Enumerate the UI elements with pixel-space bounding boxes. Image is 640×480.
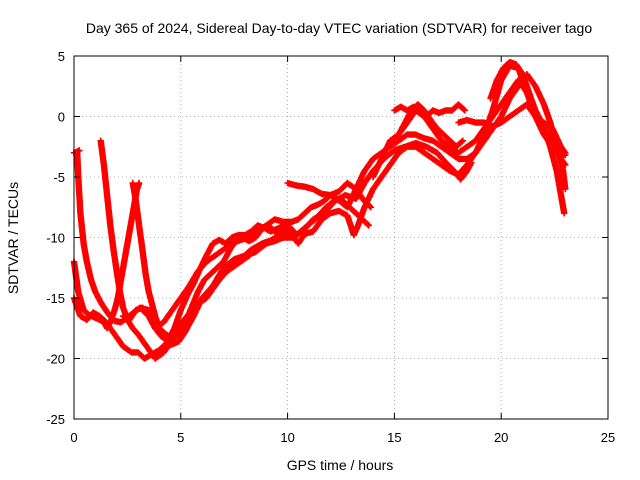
x-tick-label: 5: [177, 430, 184, 445]
y-tick-label: -25: [46, 412, 65, 427]
series-arc-14: [487, 58, 569, 169]
series-arc-12: [391, 101, 469, 120]
x-tick-label: 10: [280, 430, 294, 445]
y-axis-label: SDTVAR / TECUs: [5, 182, 21, 294]
series-arc-3: [71, 147, 83, 156]
data-point-markers: [71, 147, 83, 156]
x-tick-label: 0: [70, 430, 77, 445]
y-tick-label: -20: [46, 352, 65, 367]
data-point-markers: [391, 101, 469, 120]
x-tick-label: 25: [601, 430, 615, 445]
data-series: [70, 58, 569, 362]
series-arc-6: [129, 179, 298, 342]
y-tick-label: -15: [46, 291, 65, 306]
data-point-markers: [139, 191, 372, 332]
x-tick-label: 15: [387, 430, 401, 445]
y-tick-label: -5: [53, 170, 65, 185]
y-tick-label: 5: [58, 49, 65, 64]
data-point-markers: [395, 101, 466, 150]
x-axis-label: GPS time / hours: [287, 457, 394, 473]
data-point-markers: [487, 58, 569, 169]
data-point-markers: [284, 179, 375, 211]
axis-ticks: 0 5 10 15 20 25 -25 -20 -15 -10 -5 0 5: [46, 49, 615, 445]
x-tick-label: 20: [494, 430, 508, 445]
series-arc-11: [395, 101, 466, 150]
data-point-markers: [129, 179, 298, 342]
y-tick-label: 0: [58, 110, 65, 125]
chart-title: Day 365 of 2024, Sidereal Day-to-day VTE…: [86, 20, 593, 36]
series-arc-8: [139, 191, 372, 332]
y-tick-label: -10: [46, 231, 65, 246]
series-arc-9: [284, 179, 375, 211]
